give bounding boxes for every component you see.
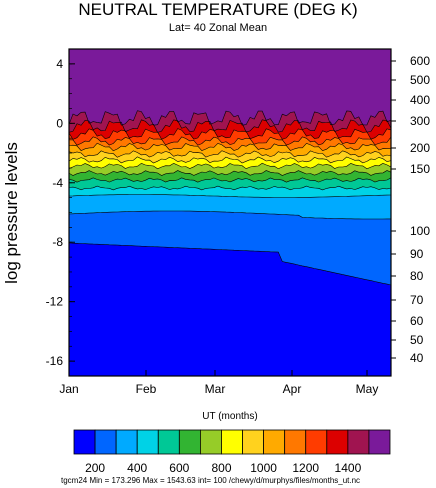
contour-band-11 — [69, 136, 391, 151]
y-tick-label: -16 — [46, 354, 64, 368]
colorbar-swatch — [73, 429, 96, 455]
right-tick-label: 90 — [410, 247, 424, 261]
colorbar-label: 400 — [127, 461, 147, 475]
colorbar-swatch — [157, 429, 180, 455]
contour-band-4 — [69, 186, 391, 198]
right-tick-label: 400 — [410, 93, 430, 107]
colorbar-swatch — [94, 429, 117, 455]
contour-band-15 — [69, 49, 391, 126]
colorbar-swatch — [326, 429, 349, 455]
contour-band-12 — [69, 128, 391, 146]
y-tick-label: 0 — [56, 116, 63, 130]
contour-line-10 — [69, 142, 391, 152]
contour-line-13 — [69, 119, 391, 133]
colorbar-swatch — [221, 429, 243, 455]
y-tick-label: -8 — [52, 235, 63, 249]
x-axis-label: UT (months) — [202, 411, 257, 422]
contour-line-8 — [69, 156, 391, 164]
colorbar-label: 200 — [85, 461, 105, 475]
contour-line-9 — [69, 150, 391, 158]
contour-band-6 — [69, 170, 391, 183]
colorbar-swatch — [305, 429, 328, 455]
colorbar-label: 1400 — [335, 461, 362, 475]
contour-band-14 — [69, 110, 391, 133]
contour-band-3 — [69, 194, 391, 219]
contour-line-12 — [69, 128, 391, 140]
right-tick-label: 100 — [410, 224, 430, 238]
y-tick-label: -4 — [52, 176, 63, 190]
colorbar-swatch — [368, 429, 391, 455]
x-tick-label: Apr — [283, 382, 302, 396]
colorbar-swatch — [178, 429, 201, 455]
colorbar-label: 600 — [169, 461, 189, 475]
contour-band-2 — [69, 211, 391, 285]
right-tick-label: 40 — [410, 351, 424, 365]
colorbar-swatch — [136, 429, 159, 455]
colorbar-swatch — [199, 429, 222, 455]
right-tick-label: 80 — [410, 269, 424, 283]
y-axis-label: log pressure levels — [2, 142, 21, 284]
right-tick-label: 600 — [410, 54, 430, 68]
right-tick-label: 300 — [410, 114, 430, 128]
colorbar-swatch — [263, 429, 286, 455]
chart-subtitle: Lat= 40 Zonal Mean — [168, 22, 268, 34]
colorbar-label: 800 — [211, 461, 231, 475]
right-tick-label: 60 — [410, 314, 424, 328]
contour-line-14 — [69, 110, 391, 126]
chart-footer-note: tgcm24 Min = 173.296 Max = 1543.63 int= … — [61, 476, 361, 485]
contour-band-10 — [69, 143, 391, 158]
x-tick-label: Mar — [205, 382, 226, 396]
colorbar-swatch — [284, 429, 307, 455]
x-tick-label: May — [356, 382, 379, 396]
contour-line-11 — [69, 136, 391, 146]
contour-band-5 — [69, 177, 391, 190]
contour-line-5 — [69, 177, 391, 183]
contour-band-7 — [69, 163, 391, 176]
colorbar-swatch — [347, 429, 370, 455]
y-tick-label: -12 — [46, 295, 64, 309]
right-tick-label: 500 — [410, 73, 430, 87]
colorbar-label: 1200 — [292, 461, 319, 475]
y-tick-label: 4 — [56, 57, 63, 71]
x-tick-label: Jan — [59, 382, 78, 396]
colorbar-label: 1000 — [250, 461, 277, 475]
contour-band-8 — [69, 156, 391, 169]
contour-line-1 — [69, 242, 391, 286]
x-tick-label: Feb — [136, 382, 157, 396]
colorbar-swatch — [115, 429, 138, 455]
colorbar-swatch — [242, 429, 264, 455]
contour-line-6 — [69, 170, 391, 176]
contour-band-1 — [69, 243, 391, 376]
right-tick-label: 50 — [410, 333, 424, 347]
contour-line-3 — [69, 194, 391, 198]
contour-line-2 — [69, 210, 391, 220]
chart-title: NEUTRAL TEMPERATURE (DEG K) — [78, 0, 358, 19]
contour-line-4 — [69, 185, 391, 191]
right-tick-label: 200 — [410, 141, 430, 155]
right-tick-label: 150 — [410, 162, 430, 176]
contour-band-13 — [69, 119, 391, 140]
right-tick-label: 70 — [410, 293, 424, 307]
contour-line-7 — [69, 162, 391, 170]
